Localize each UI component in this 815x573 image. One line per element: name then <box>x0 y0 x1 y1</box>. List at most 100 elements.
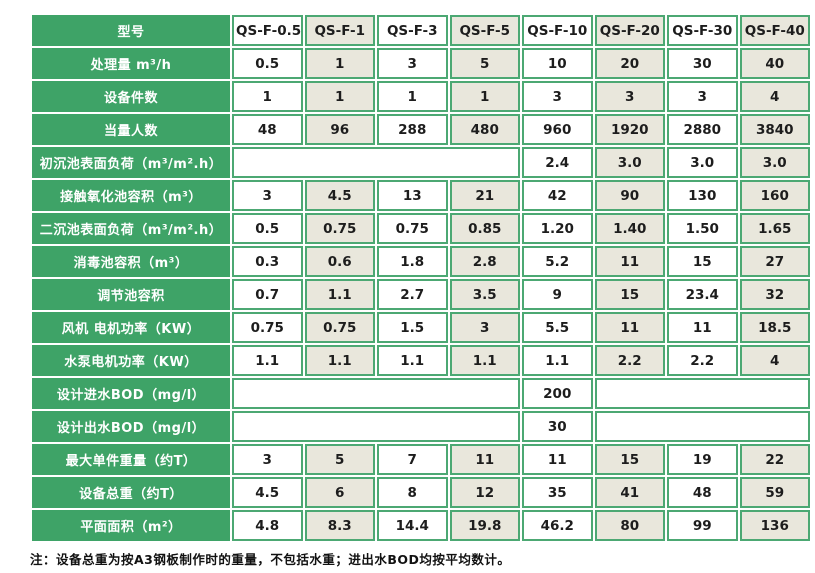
row-label: 风机 电机功率（KW） <box>32 312 230 343</box>
data-cell: 11 <box>594 312 665 343</box>
data-cell: 35 <box>522 477 593 508</box>
data-cell: 48 <box>232 114 303 145</box>
row-label: 设备件数 <box>32 81 230 112</box>
data-cell: 3.0 <box>667 147 738 178</box>
data-cell: 2.2 <box>594 345 665 376</box>
data-cell: 96 <box>304 114 375 145</box>
data-cell: 480 <box>449 114 520 145</box>
data-cell: 42 <box>522 180 593 211</box>
data-cell: 99 <box>667 510 738 541</box>
data-cell: 46.2 <box>522 510 593 541</box>
data-cell: 1920 <box>594 114 665 145</box>
data-cell: 30 <box>667 48 738 79</box>
data-cell: 27 <box>739 246 810 277</box>
data-cell: 1.1 <box>522 345 593 376</box>
data-cell: 90 <box>594 180 665 211</box>
header-model-cell: QS-F-30 <box>667 15 738 46</box>
table-body: 型号 QS-F-0.5 QS-F-1 QS-F-3 QS-F-5 QS-F-10 QS-F-… <box>32 15 810 541</box>
data-cell: 20 <box>594 48 665 79</box>
table-row: 设备件数 1 1 1 1 3 3 3 4 <box>32 81 810 112</box>
data-cell: 59 <box>739 477 810 508</box>
header-model-cell: QS-F-3 <box>377 15 448 46</box>
header-model-cell: QS-F-20 <box>594 15 665 46</box>
row-label: 接触氧化池容积（m³） <box>32 180 230 211</box>
row-label: 消毒池容积（m³） <box>32 246 230 277</box>
row-label: 处理量 m³/h <box>32 48 230 79</box>
data-cell: 22 <box>739 444 810 475</box>
data-cell: 80 <box>594 510 665 541</box>
data-cell: 2.4 <box>522 147 593 178</box>
header-model-cell: QS-F-0.5 <box>232 15 303 46</box>
data-cell: 3 <box>449 312 520 343</box>
data-cell: 1 <box>449 81 520 112</box>
row-label: 平面面积（m²） <box>32 510 230 541</box>
data-cell: 3.0 <box>739 147 810 178</box>
table-row: 处理量 m³/h 0.5 1 3 5 10 20 30 40 <box>32 48 810 79</box>
data-cell: 0.75 <box>377 213 448 244</box>
data-cell: 4 <box>739 345 810 376</box>
data-cell: 2880 <box>667 114 738 145</box>
table-row: 设备总重（约T） 4.5 6 8 12 35 41 48 59 <box>32 477 810 508</box>
data-cell: 3 <box>232 180 303 211</box>
data-cell: 13 <box>377 180 448 211</box>
data-cell: 48 <box>667 477 738 508</box>
data-cell <box>594 378 810 409</box>
data-cell: 3 <box>522 81 593 112</box>
data-cell: 1.50 <box>667 213 738 244</box>
data-cell: 19 <box>667 444 738 475</box>
table-row: 接触氧化池容积（m³） 3 4.5 13 21 42 90 130 160 <box>32 180 810 211</box>
data-cell: 11 <box>522 444 593 475</box>
table-row: 调节池容积 0.7 1.1 2.7 3.5 9 15 23.4 32 <box>32 279 810 310</box>
row-label: 设备总重（约T） <box>32 477 230 508</box>
spec-table-wrapper: 型号 QS-F-0.5 QS-F-1 QS-F-3 QS-F-5 QS-F-10 QS-F-… <box>30 13 812 543</box>
data-cell: 1 <box>304 48 375 79</box>
data-cell: 5 <box>449 48 520 79</box>
data-cell: 3 <box>232 444 303 475</box>
data-cell: 130 <box>667 180 738 211</box>
data-cell: 1 <box>304 81 375 112</box>
data-cell: 0.75 <box>304 312 375 343</box>
data-cell: 0.6 <box>304 246 375 277</box>
table-row: 当量人数 48 96 288 480 960 1920 2880 3840 <box>32 114 810 145</box>
data-cell: 32 <box>739 279 810 310</box>
table-row: 设计出水BOD（mg/l） 30 <box>32 411 810 442</box>
data-cell: 3 <box>377 48 448 79</box>
data-cell: 15 <box>594 444 665 475</box>
row-label: 设计进水BOD（mg/l） <box>32 378 230 409</box>
table-row: 设计进水BOD（mg/l） 200 <box>32 378 810 409</box>
header-model-cell: QS-F-10 <box>522 15 593 46</box>
data-cell <box>232 378 520 409</box>
row-label: 调节池容积 <box>32 279 230 310</box>
table-row: 初沉池表面负荷（m³/m².h） 2.4 3.0 3.0 3.0 <box>32 147 810 178</box>
data-cell: 4 <box>739 81 810 112</box>
row-label: 当量人数 <box>32 114 230 145</box>
data-cell: 5.5 <box>522 312 593 343</box>
data-cell: 1 <box>232 81 303 112</box>
data-cell: 1.5 <box>377 312 448 343</box>
data-cell: 1.1 <box>304 279 375 310</box>
header-model-cell: QS-F-40 <box>739 15 810 46</box>
table-row: 水泵电机功率（KW） 1.1 1.1 1.1 1.1 1.1 2.2 2.2 4 <box>32 345 810 376</box>
data-cell: 4.5 <box>232 477 303 508</box>
data-cell: 960 <box>522 114 593 145</box>
data-cell: 288 <box>377 114 448 145</box>
data-cell: 9 <box>522 279 593 310</box>
data-cell: 1 <box>377 81 448 112</box>
data-cell: 3 <box>667 81 738 112</box>
header-model-cell: QS-F-1 <box>304 15 375 46</box>
data-cell: 4.5 <box>304 180 375 211</box>
table-row: 平面面积（m²） 4.8 8.3 14.4 19.8 46.2 80 99 136 <box>32 510 810 541</box>
data-cell: 8 <box>377 477 448 508</box>
data-cell <box>232 147 520 178</box>
data-cell: 10 <box>522 48 593 79</box>
data-cell: 2.8 <box>449 246 520 277</box>
data-cell: 41 <box>594 477 665 508</box>
data-cell: 23.4 <box>667 279 738 310</box>
data-cell: 1.1 <box>304 345 375 376</box>
data-cell: 3.0 <box>594 147 665 178</box>
data-cell: 40 <box>739 48 810 79</box>
header-row: 型号 QS-F-0.5 QS-F-1 QS-F-3 QS-F-5 QS-F-10 QS-F-… <box>32 15 810 46</box>
data-cell: 0.85 <box>449 213 520 244</box>
data-cell <box>594 411 810 442</box>
data-cell: 1.1 <box>377 345 448 376</box>
